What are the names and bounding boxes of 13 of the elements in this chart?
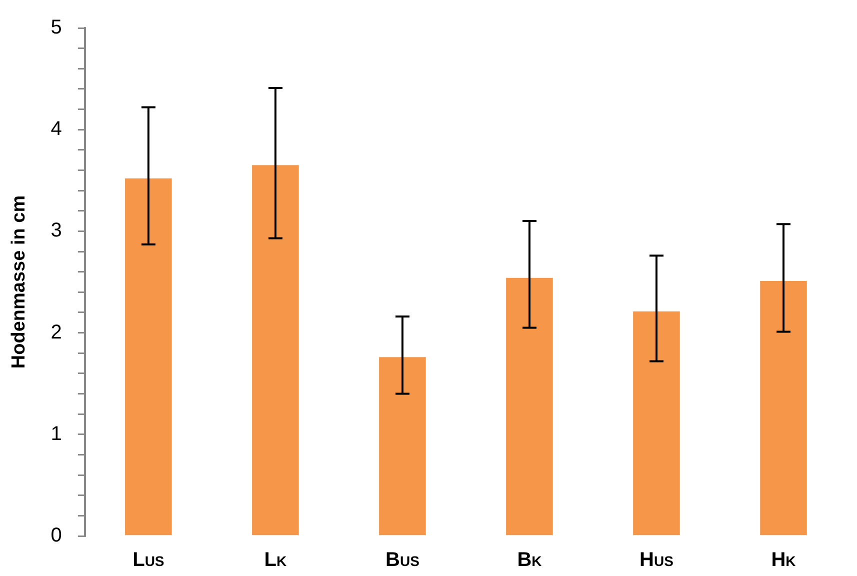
y-tick-label: 0 (50, 524, 62, 547)
x-tick-label: LK (264, 549, 287, 571)
x-tick-label: BUS (386, 549, 420, 571)
x-tick-label: HK (771, 549, 796, 571)
x-tick-label: BK (517, 549, 542, 571)
y-tick-label: 4 (50, 118, 62, 140)
y-tick-label: 1 (50, 422, 62, 445)
x-tick-label: HUS (640, 549, 674, 571)
x-tick-label: LUS (132, 549, 164, 571)
y-tick-label: 5 (50, 16, 62, 39)
y-tick-label: 2 (50, 321, 62, 344)
y-axis-title: Hodenmasse in cm (8, 195, 30, 369)
y-tick-label: 3 (50, 220, 62, 242)
